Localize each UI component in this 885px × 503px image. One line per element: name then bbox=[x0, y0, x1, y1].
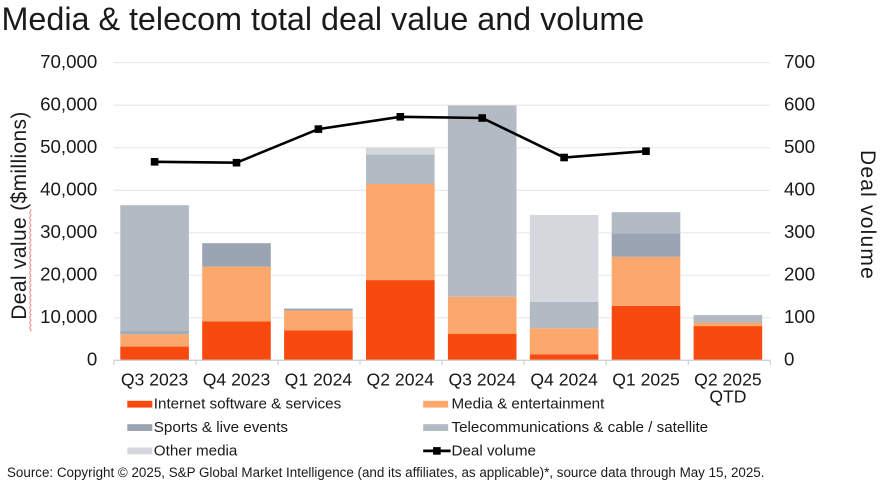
svg-text:Sports & live events: Sports & live events bbox=[154, 419, 289, 436]
svg-text:70,000: 70,000 bbox=[40, 51, 97, 72]
svg-text:Q4 2023: Q4 2023 bbox=[203, 369, 271, 389]
svg-text:300: 300 bbox=[784, 221, 815, 242]
svg-text:Q3 2024: Q3 2024 bbox=[448, 369, 516, 389]
svg-text:40,000: 40,000 bbox=[40, 179, 97, 200]
svg-text:500: 500 bbox=[784, 136, 815, 157]
svg-text:600: 600 bbox=[784, 93, 815, 114]
svg-text:30,000: 30,000 bbox=[40, 221, 97, 242]
svg-text:QTD: QTD bbox=[709, 387, 746, 407]
svg-text:Deal value ($millions): Deal value ($millions) bbox=[8, 111, 31, 319]
svg-text:Q2 2025: Q2 2025 bbox=[694, 369, 762, 389]
svg-text:20,000: 20,000 bbox=[40, 264, 97, 285]
svg-text:0: 0 bbox=[87, 349, 97, 370]
svg-text:10,000: 10,000 bbox=[40, 306, 97, 327]
svg-text:Other media: Other media bbox=[154, 442, 238, 459]
svg-text:700: 700 bbox=[784, 51, 815, 72]
svg-text:60,000: 60,000 bbox=[40, 93, 97, 114]
svg-text:Internet software & services: Internet software & services bbox=[154, 396, 342, 413]
svg-text:Telecommunications & cable / s: Telecommunications & cable / satellite bbox=[452, 419, 709, 436]
svg-text:Q2 2024: Q2 2024 bbox=[367, 369, 435, 389]
svg-text:Q4 2024: Q4 2024 bbox=[530, 369, 598, 389]
svg-text:200: 200 bbox=[784, 264, 815, 285]
svg-text:Media & entertainment: Media & entertainment bbox=[452, 396, 606, 413]
svg-text:Q1 2025: Q1 2025 bbox=[612, 369, 680, 389]
svg-text:Media & telecom total deal val: Media & telecom total deal value and vol… bbox=[2, 1, 645, 37]
svg-text:0: 0 bbox=[784, 349, 794, 370]
svg-text:Deal volume: Deal volume bbox=[452, 442, 536, 459]
svg-text:100: 100 bbox=[784, 306, 815, 327]
svg-text:Deal volume: Deal volume bbox=[856, 150, 879, 280]
svg-text:Q3 2023: Q3 2023 bbox=[121, 369, 189, 389]
svg-text:50,000: 50,000 bbox=[40, 136, 97, 157]
svg-text:Source: Copyright © 2025, S&P: Source: Copyright © 2025, S&P Global Mar… bbox=[7, 465, 764, 480]
svg-text:400: 400 bbox=[784, 179, 815, 200]
svg-text:Q1 2024: Q1 2024 bbox=[285, 369, 353, 389]
